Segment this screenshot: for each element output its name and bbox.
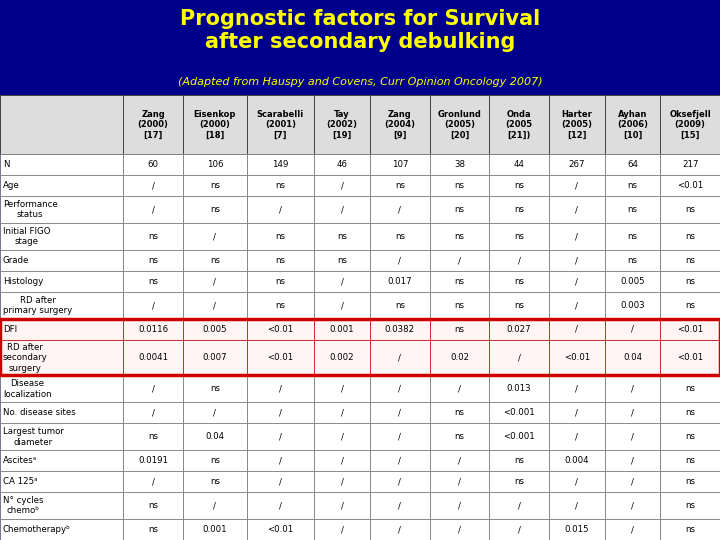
Text: ns: ns <box>685 501 696 510</box>
Bar <box>314 196 370 223</box>
Bar <box>314 319 370 340</box>
Text: ns: ns <box>514 181 524 190</box>
Text: /: / <box>398 256 401 265</box>
Text: Age: Age <box>3 181 19 190</box>
Text: /: / <box>518 353 521 362</box>
Text: ns: ns <box>454 301 464 310</box>
Bar <box>183 292 247 319</box>
Bar <box>183 471 247 492</box>
Text: /: / <box>398 477 401 486</box>
Bar <box>123 375 183 402</box>
Text: /: / <box>575 433 578 441</box>
Bar <box>247 423 314 450</box>
Bar <box>490 450 549 471</box>
Bar <box>314 375 370 402</box>
Bar <box>314 94 370 154</box>
Bar <box>370 94 430 154</box>
Bar <box>183 319 247 340</box>
Bar <box>490 176 549 196</box>
Bar <box>123 423 183 450</box>
Bar <box>660 94 720 154</box>
Text: /: / <box>341 433 343 441</box>
Bar <box>370 292 430 319</box>
Text: ns: ns <box>628 232 637 241</box>
Text: ns: ns <box>514 232 524 241</box>
Bar <box>660 340 720 375</box>
Bar <box>490 423 549 450</box>
Text: ns: ns <box>685 384 696 394</box>
Bar <box>605 223 660 251</box>
Bar <box>660 251 720 271</box>
Bar <box>314 471 370 492</box>
Bar <box>123 154 183 176</box>
Text: Harter
(2005)
[12]: Harter (2005) [12] <box>562 110 593 139</box>
Text: 0.0382: 0.0382 <box>384 325 415 334</box>
Bar <box>549 519 605 540</box>
Text: /: / <box>575 408 578 417</box>
Bar <box>183 94 247 154</box>
Text: /: / <box>631 456 634 465</box>
Bar <box>549 402 605 423</box>
Bar <box>0 375 123 402</box>
Text: Largest tumor
diameter: Largest tumor diameter <box>3 427 64 447</box>
Text: ns: ns <box>685 256 696 265</box>
Bar <box>247 292 314 319</box>
Bar <box>549 375 605 402</box>
Text: /: / <box>398 433 401 441</box>
Text: 64: 64 <box>627 160 638 170</box>
Bar <box>183 176 247 196</box>
Bar <box>549 223 605 251</box>
Bar <box>370 154 430 176</box>
Bar <box>549 340 605 375</box>
Bar <box>549 492 605 519</box>
Bar <box>605 94 660 154</box>
Text: /: / <box>279 433 282 441</box>
Bar <box>247 94 314 154</box>
Text: Eisenkop
(2000)
[18]: Eisenkop (2000) [18] <box>194 110 236 139</box>
Text: Zang
(2004)
[9]: Zang (2004) [9] <box>384 110 415 139</box>
Bar <box>549 176 605 196</box>
Text: 0.007: 0.007 <box>202 353 227 362</box>
Text: ns: ns <box>148 277 158 286</box>
Text: /: / <box>575 256 578 265</box>
Text: /: / <box>575 477 578 486</box>
Text: /: / <box>458 477 461 486</box>
Bar <box>183 154 247 176</box>
Bar <box>0 292 123 319</box>
Bar <box>123 196 183 223</box>
Text: /: / <box>398 456 401 465</box>
Bar <box>247 223 314 251</box>
Bar <box>605 176 660 196</box>
Bar <box>549 319 605 340</box>
Text: RD after
secondary
surgery: RD after secondary surgery <box>3 343 48 373</box>
Bar <box>549 154 605 176</box>
Bar <box>123 223 183 251</box>
Bar <box>430 196 490 223</box>
Text: /: / <box>518 501 521 510</box>
Bar <box>314 271 370 292</box>
Text: ns: ns <box>454 232 464 241</box>
Bar <box>490 251 549 271</box>
Text: 0.002: 0.002 <box>330 353 354 362</box>
Text: Oksefjell
(2009)
[15]: Oksefjell (2009) [15] <box>670 110 711 139</box>
Text: /: / <box>213 408 216 417</box>
Text: ns: ns <box>628 256 637 265</box>
Text: /: / <box>458 256 461 265</box>
Bar <box>183 251 247 271</box>
Text: ns: ns <box>276 277 285 286</box>
Text: /: / <box>398 525 401 534</box>
Bar <box>183 271 247 292</box>
Text: ns: ns <box>337 256 347 265</box>
Bar <box>660 223 720 251</box>
Bar <box>370 471 430 492</box>
Text: /: / <box>152 384 155 394</box>
Text: /: / <box>213 232 216 241</box>
Text: Tay
(2002)
[19]: Tay (2002) [19] <box>327 110 358 139</box>
Bar <box>430 492 490 519</box>
Bar <box>490 319 549 340</box>
Bar <box>370 319 430 340</box>
Text: Histology: Histology <box>3 277 43 286</box>
Bar <box>123 251 183 271</box>
Bar <box>183 402 247 423</box>
Text: Chemotherapyᵇ: Chemotherapyᵇ <box>3 525 71 534</box>
